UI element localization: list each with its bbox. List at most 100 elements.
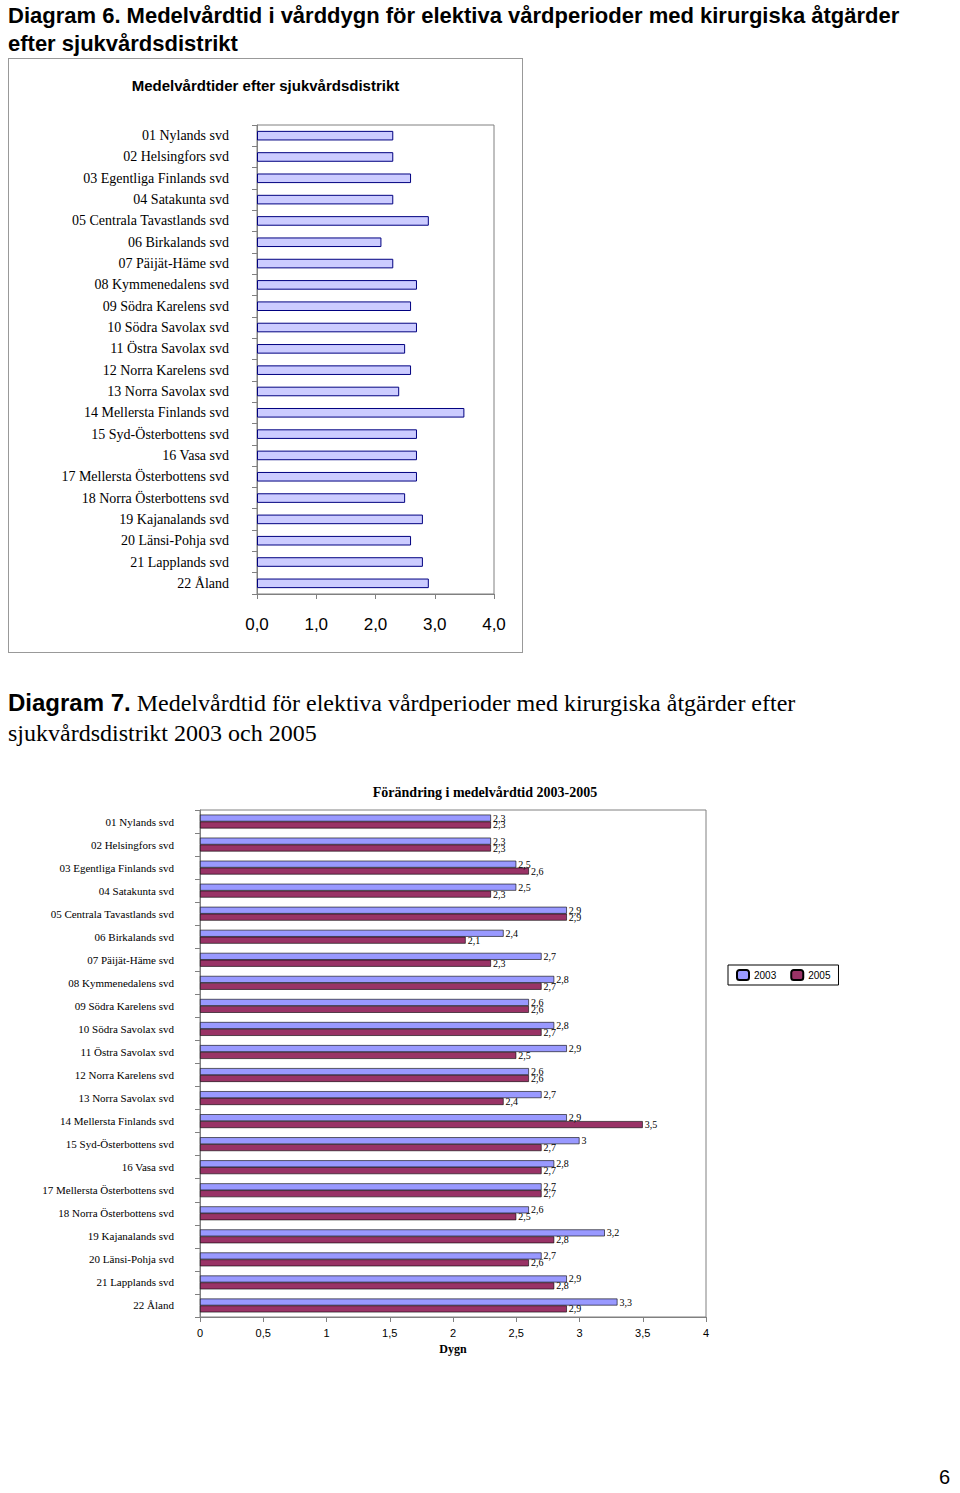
svg-text:12 Norra Karelens svd: 12 Norra Karelens svd <box>103 363 229 378</box>
svg-text:2,8: 2,8 <box>556 974 569 985</box>
svg-text:15 Syd-Österbottens svd: 15 Syd-Österbottens svd <box>91 426 229 442</box>
svg-text:07 Päijät-Häme svd: 07 Päijät-Häme svd <box>119 256 229 271</box>
svg-text:17 Mellersta Österbottens svd: 17 Mellersta Österbottens svd <box>61 468 229 484</box>
svg-text:06 Birkalands svd: 06 Birkalands svd <box>95 931 175 943</box>
svg-text:22 Åland: 22 Åland <box>177 576 229 591</box>
svg-text:2,1: 2,1 <box>468 935 481 946</box>
svg-text:2,7: 2,7 <box>544 1089 557 1100</box>
svg-text:2,7: 2,7 <box>544 1027 557 1038</box>
svg-text:2,7: 2,7 <box>544 1165 557 1176</box>
svg-text:08 Kymmenedalens svd: 08 Kymmenedalens svd <box>94 277 229 292</box>
svg-text:2,6: 2,6 <box>531 866 544 877</box>
svg-text:0,0: 0,0 <box>245 615 269 634</box>
svg-text:03 Egentliga Finlands svd: 03 Egentliga Finlands svd <box>59 862 174 874</box>
svg-text:2,7: 2,7 <box>544 1188 557 1199</box>
svg-text:02 Helsingfors svd: 02 Helsingfors svd <box>91 839 175 851</box>
svg-text:11 Östra Savolax svd: 11 Östra Savolax svd <box>81 1046 175 1058</box>
svg-text:2,3: 2,3 <box>493 819 506 830</box>
svg-text:2: 2 <box>450 1327 456 1339</box>
svg-text:0,5: 0,5 <box>256 1327 271 1339</box>
svg-text:2,5: 2,5 <box>518 1211 531 1222</box>
svg-text:10 Södra Savolax svd: 10 Södra Savolax svd <box>78 1023 174 1035</box>
svg-text:2,9: 2,9 <box>569 1112 582 1123</box>
svg-text:22 Åland: 22 Åland <box>133 1299 174 1311</box>
svg-text:Dygn: Dygn <box>439 1342 467 1356</box>
svg-text:08 Kymmenedalens svd: 08 Kymmenedalens svd <box>68 977 174 989</box>
svg-text:01 Nylands svd: 01 Nylands svd <box>142 128 229 143</box>
svg-text:2,8: 2,8 <box>556 1234 569 1245</box>
svg-text:2,5: 2,5 <box>509 1327 524 1339</box>
svg-text:2,5: 2,5 <box>518 1050 531 1061</box>
svg-text:2,6: 2,6 <box>531 1204 544 1215</box>
svg-text:18 Norra Österbottens svd: 18 Norra Österbottens svd <box>82 490 229 506</box>
svg-text:13 Norra Savolax svd: 13 Norra Savolax svd <box>107 384 229 399</box>
svg-text:10 Södra Savolax svd: 10 Södra Savolax svd <box>107 320 229 335</box>
svg-text:3,5: 3,5 <box>645 1119 658 1130</box>
svg-text:2,3: 2,3 <box>493 889 506 900</box>
svg-text:4: 4 <box>703 1327 709 1339</box>
svg-text:4,0: 4,0 <box>482 615 506 634</box>
svg-text:18 Norra Österbottens svd: 18 Norra Österbottens svd <box>58 1207 174 1219</box>
svg-text:04 Satakunta svd: 04 Satakunta svd <box>133 192 229 207</box>
svg-text:2,8: 2,8 <box>556 1158 569 1169</box>
svg-text:2,9: 2,9 <box>569 1273 582 1284</box>
svg-text:Medelvårdtider efter sjukvårds: Medelvårdtider efter sjukvårdsdistrikt <box>132 77 400 94</box>
svg-text:3,3: 3,3 <box>619 1297 632 1308</box>
svg-text:16 Vasa svd: 16 Vasa svd <box>162 448 229 463</box>
svg-text:13 Norra Savolax svd: 13 Norra Savolax svd <box>78 1092 174 1104</box>
svg-text:1,0: 1,0 <box>304 615 328 634</box>
svg-text:20 Länsi-Pohja svd: 20 Länsi-Pohja svd <box>121 533 229 548</box>
svg-text:2,6: 2,6 <box>531 1073 544 1084</box>
svg-text:2,3: 2,3 <box>493 958 506 969</box>
svg-text:2,6: 2,6 <box>531 1257 544 1268</box>
svg-text:2,5: 2,5 <box>518 882 531 893</box>
svg-text:2,9: 2,9 <box>569 1303 582 1314</box>
svg-text:3,0: 3,0 <box>423 615 447 634</box>
svg-text:2,8: 2,8 <box>556 1020 569 1031</box>
svg-text:2,8: 2,8 <box>556 1280 569 1291</box>
svg-text:14 Mellersta Finlands svd: 14 Mellersta Finlands svd <box>84 405 229 420</box>
svg-text:12 Norra Karelens svd: 12 Norra Karelens svd <box>75 1069 175 1081</box>
svg-text:Förändring i medelvårdtid 2003: Förändring i medelvårdtid 2003-2005 <box>373 785 597 800</box>
svg-text:0: 0 <box>197 1327 203 1339</box>
svg-text:2,7: 2,7 <box>544 1142 557 1153</box>
svg-text:2,4: 2,4 <box>506 928 518 939</box>
svg-text:3,2: 3,2 <box>607 1227 620 1238</box>
svg-text:2,6: 2,6 <box>531 1004 544 1015</box>
svg-text:2,4: 2,4 <box>506 1096 518 1107</box>
svg-text:2,0: 2,0 <box>364 615 388 634</box>
svg-text:2,5: 2,5 <box>518 859 531 870</box>
svg-text:11 Östra Savolax svd: 11 Östra Savolax svd <box>110 340 229 356</box>
svg-text:2,7: 2,7 <box>544 951 557 962</box>
svg-text:1: 1 <box>323 1327 329 1339</box>
svg-text:21 Lapplands svd: 21 Lapplands svd <box>96 1276 174 1288</box>
svg-text:01 Nylands svd: 01 Nylands svd <box>106 816 175 828</box>
svg-text:05 Centrala Tavastlands svd: 05 Centrala Tavastlands svd <box>51 908 175 920</box>
svg-text:14 Mellersta Finlands svd: 14 Mellersta Finlands svd <box>60 1115 174 1127</box>
svg-text:3: 3 <box>576 1327 582 1339</box>
svg-text:09 Södra Karelens svd: 09 Södra Karelens svd <box>75 1000 175 1012</box>
svg-text:2003: 2003 <box>754 970 777 981</box>
svg-text:20 Länsi-Pohja svd: 20 Länsi-Pohja svd <box>89 1253 174 1265</box>
svg-text:19 Kajanalands svd: 19 Kajanalands svd <box>88 1230 175 1242</box>
svg-text:1,5: 1,5 <box>382 1327 397 1339</box>
svg-text:2,9: 2,9 <box>569 1043 582 1054</box>
svg-text:17 Mellersta Österbottens svd: 17 Mellersta Österbottens svd <box>42 1184 174 1196</box>
svg-text:02 Helsingfors svd: 02 Helsingfors svd <box>123 149 229 164</box>
svg-text:16 Vasa svd: 16 Vasa svd <box>122 1161 175 1173</box>
svg-text:05 Centrala Tavastlands svd: 05 Centrala Tavastlands svd <box>72 213 229 228</box>
svg-text:21 Lapplands svd: 21 Lapplands svd <box>130 555 229 570</box>
svg-text:2,9: 2,9 <box>569 912 582 923</box>
svg-text:19 Kajanalands svd: 19 Kajanalands svd <box>119 512 229 527</box>
svg-text:04 Satakunta svd: 04 Satakunta svd <box>99 885 175 897</box>
svg-text:2,7: 2,7 <box>544 981 557 992</box>
svg-text:3,5: 3,5 <box>635 1327 650 1339</box>
svg-text:2,3: 2,3 <box>493 843 506 854</box>
svg-text:07 Päijät-Häme svd: 07 Päijät-Häme svd <box>87 954 174 966</box>
svg-text:15 Syd-Österbottens svd: 15 Syd-Österbottens svd <box>66 1138 175 1150</box>
svg-text:03 Egentliga Finlands svd: 03 Egentliga Finlands svd <box>83 171 229 186</box>
svg-text:09 Södra Karelens svd: 09 Södra Karelens svd <box>103 299 229 314</box>
svg-text:3: 3 <box>582 1135 587 1146</box>
svg-text:2005: 2005 <box>808 970 831 981</box>
svg-text:06 Birkalands svd: 06 Birkalands svd <box>128 235 229 250</box>
